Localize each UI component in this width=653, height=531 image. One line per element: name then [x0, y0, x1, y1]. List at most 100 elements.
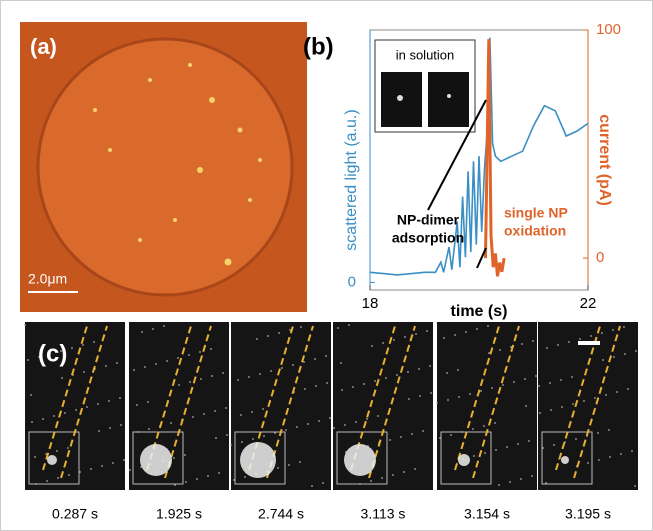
noise	[133, 369, 135, 371]
noise	[67, 447, 69, 449]
noise	[64, 412, 66, 414]
noise	[136, 404, 138, 406]
noise	[333, 427, 335, 429]
noise	[281, 367, 283, 369]
noise	[411, 433, 413, 435]
noise	[634, 485, 636, 487]
scale-bar-label: 2.0μm	[28, 271, 67, 287]
noise	[123, 459, 125, 461]
noise	[415, 333, 417, 335]
noise	[45, 453, 47, 455]
noise	[42, 418, 44, 420]
y2-tick-label: 0	[596, 249, 604, 266]
noise	[549, 382, 551, 384]
noise	[535, 375, 537, 377]
noise	[483, 425, 485, 427]
noise	[177, 357, 179, 359]
disk	[38, 39, 292, 295]
noise	[446, 372, 448, 374]
panel-label: (a)	[30, 34, 57, 59]
noise	[218, 472, 220, 474]
y-axis-label: scattered light (a.u.)	[343, 109, 360, 250]
particle	[240, 442, 276, 478]
noise	[211, 375, 213, 377]
noise	[635, 350, 637, 352]
noise	[24, 324, 26, 326]
noise	[465, 331, 467, 333]
panel-label: (c)	[38, 340, 67, 367]
noise	[476, 328, 478, 330]
noise	[200, 378, 202, 380]
noise	[184, 454, 186, 456]
noise	[120, 424, 122, 426]
noise	[248, 376, 250, 378]
noise	[31, 421, 33, 423]
noise	[457, 369, 459, 371]
noise	[532, 340, 534, 342]
noise	[244, 476, 246, 478]
noise	[509, 481, 511, 483]
noise	[487, 325, 489, 327]
noise	[61, 377, 63, 379]
noise	[403, 471, 405, 473]
particle	[47, 455, 57, 465]
noise	[597, 432, 599, 434]
noise	[392, 474, 394, 476]
noise	[561, 406, 563, 408]
noise	[337, 327, 339, 329]
noise	[173, 457, 175, 459]
noise	[129, 469, 131, 471]
noise	[609, 456, 611, 458]
noise	[300, 326, 302, 328]
noise	[304, 388, 306, 390]
noise	[498, 484, 500, 486]
noise	[93, 341, 95, 343]
frame-time: 2.744 s	[258, 506, 304, 522]
noise	[251, 411, 253, 413]
noise	[56, 450, 58, 452]
noise	[30, 394, 32, 396]
frame-image	[437, 322, 537, 490]
noise	[322, 482, 324, 484]
noise	[389, 439, 391, 441]
noise	[450, 434, 452, 436]
noise	[226, 434, 228, 436]
noise	[57, 477, 59, 479]
noise	[192, 416, 194, 418]
noise	[524, 378, 526, 380]
noise	[550, 409, 552, 411]
annotation: NP-dimer	[397, 212, 460, 228]
noise	[68, 474, 70, 476]
noise	[101, 465, 103, 467]
noise	[199, 351, 201, 353]
noise	[418, 368, 420, 370]
noise	[71, 347, 73, 349]
noise	[203, 413, 205, 415]
noise	[568, 341, 570, 343]
noise	[141, 331, 143, 333]
noise	[270, 370, 272, 372]
noise	[355, 421, 357, 423]
noise	[27, 359, 29, 361]
noise	[494, 422, 496, 424]
noise	[598, 459, 600, 461]
noise	[454, 334, 456, 336]
noise	[318, 420, 320, 422]
noise	[430, 392, 432, 394]
noise	[572, 403, 574, 405]
noise	[436, 402, 438, 404]
noise	[605, 394, 607, 396]
noise	[553, 444, 555, 446]
noise	[521, 343, 523, 345]
frame-time: 3.154 s	[464, 506, 510, 522]
noise	[207, 475, 209, 477]
particle	[561, 456, 569, 464]
noise	[178, 384, 180, 386]
noise	[196, 478, 198, 480]
x-axis-label: time (s)	[451, 303, 508, 320]
frame-image	[538, 322, 638, 490]
noise	[53, 415, 55, 417]
particle	[344, 444, 376, 476]
noise	[262, 408, 264, 410]
annotation: oxidation	[504, 223, 566, 239]
